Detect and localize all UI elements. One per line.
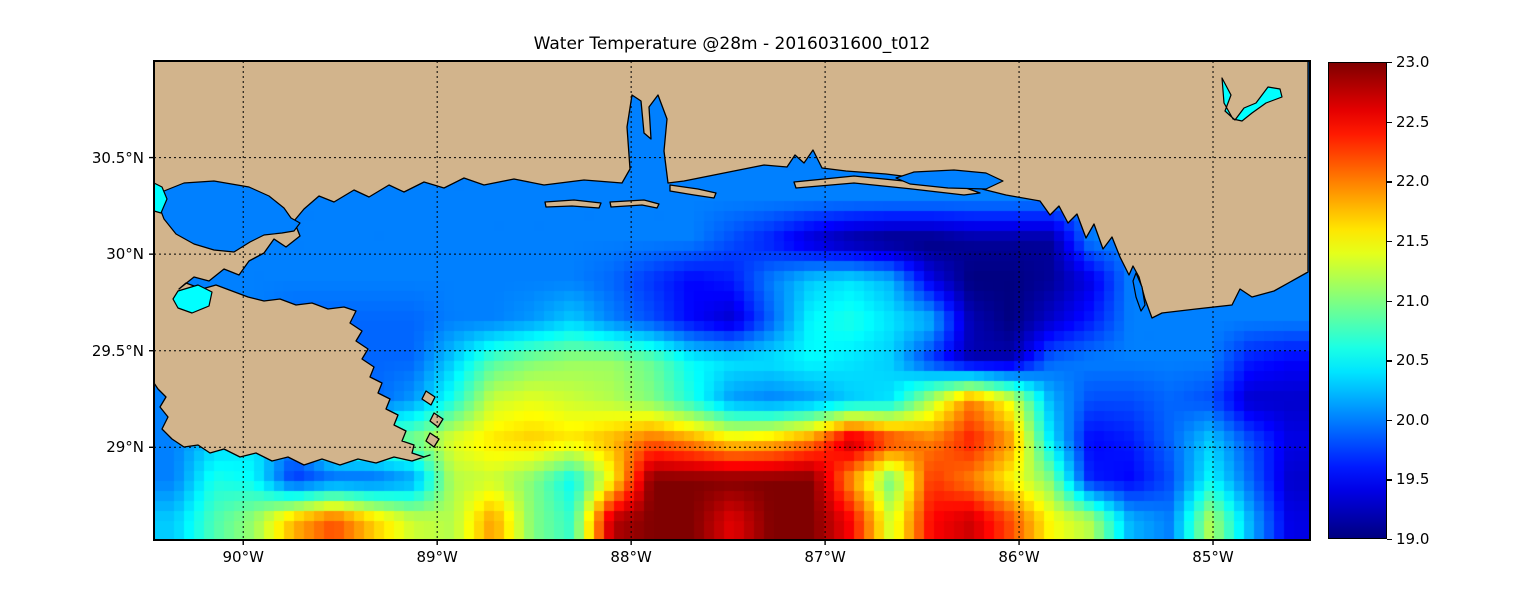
colorbar-tick-mark [1387, 539, 1392, 541]
x-axis-tick-label: 87°W [804, 548, 846, 566]
lake-salvador [172, 284, 213, 314]
colorbar-tick-mark [1387, 360, 1392, 362]
marsh-islet-3 [425, 432, 440, 448]
choctawhatchee-bay [895, 169, 1004, 190]
lake-pontchartrain [158, 180, 301, 253]
y-axis-tick-label: 30°N [106, 245, 144, 264]
marsh-islet-2 [429, 412, 444, 428]
fort-morgan-spit [669, 184, 717, 199]
y-axis-tick-label: 30.5°N [91, 148, 144, 167]
santa-rosa-island [793, 175, 981, 196]
colorbar-tick-mark [1387, 62, 1392, 64]
plot-title: Water Temperature @28m - 2016031600_t012 [533, 34, 931, 54]
x-axis-tick-label: 86°W [998, 548, 1040, 566]
colorbar [1328, 62, 1387, 539]
plot-border [153, 60, 1311, 541]
colorbar-tick-label: 19.5 [1396, 470, 1430, 489]
colorbar-tick-mark [1387, 479, 1392, 481]
x-axis-tick-label: 85°W [1192, 548, 1234, 566]
colorbar-tick-label: 22.5 [1396, 112, 1430, 131]
map-land-overlay [149, 60, 1311, 545]
y-axis-tick-label: 29°N [106, 438, 144, 457]
colorbar-tick-mark [1387, 300, 1392, 302]
colorbar-tick-label: 19.0 [1396, 530, 1430, 548]
colorbar-tick-mark [1387, 240, 1392, 243]
colorbar-tick-label: 20.5 [1396, 351, 1430, 370]
colorbar-tick-mark [1387, 419, 1392, 422]
x-axis-tick-label: 90°W [222, 548, 264, 566]
y-axis-tick-label: 29.5°N [91, 341, 144, 360]
colorbar-tick-label: 23.0 [1396, 53, 1430, 71]
colorbar-tick-mark [1387, 121, 1392, 124]
colorbar-tick-label: 21.5 [1396, 231, 1430, 250]
colorbar-tick-label: 21.0 [1396, 291, 1430, 310]
barrier-island-east [609, 199, 660, 209]
x-axis-tick-label: 88°W [610, 548, 652, 566]
colorbar-tick-mark [1387, 181, 1392, 183]
gulf-coast-mainland [153, 60, 1309, 466]
x-axis-tick-label: 89°W [416, 548, 458, 566]
st-joseph-lagoon [1132, 272, 1146, 312]
barrier-island-west [544, 199, 602, 209]
colorbar-tick-label: 20.0 [1396, 410, 1430, 429]
marsh-islet-1 [421, 390, 436, 406]
colorbar-tick-label: 22.0 [1396, 172, 1430, 191]
inland-lake-northeast [1221, 77, 1283, 122]
